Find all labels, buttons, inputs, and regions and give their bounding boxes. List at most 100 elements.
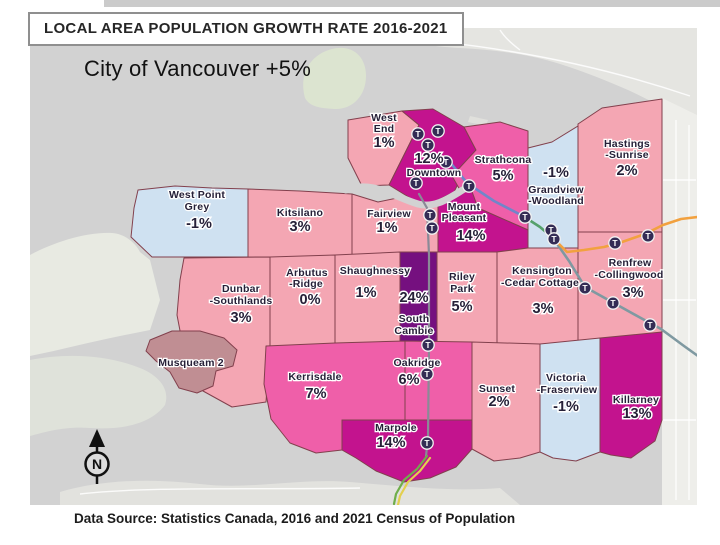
region-label-kerrisdale: 7%: [306, 386, 327, 402]
region-label-west-end: End: [374, 123, 394, 135]
region-label-shaughnessy: Shaughnessy: [340, 265, 410, 277]
region-label-dunbar-southlands: -Southlands: [210, 295, 273, 307]
svg-text:T: T: [415, 129, 421, 139]
transit-station-icon: T: [578, 281, 592, 295]
svg-text:T: T: [610, 298, 616, 308]
svg-text:T: T: [413, 178, 419, 188]
region-label-marpole: Marpole: [375, 422, 417, 434]
ubc-land: [30, 232, 160, 356]
region-label-west-point-grey: West Point: [169, 189, 225, 201]
svg-text:T: T: [612, 238, 618, 248]
region-label-south-cambie: 24%: [399, 290, 428, 306]
region-label-strathcona: Strathcona: [475, 154, 532, 166]
region-label-grandview-woodland: -1%: [543, 165, 569, 181]
svg-text:T: T: [424, 369, 430, 379]
region-label-shaughnessy: 1%: [356, 285, 377, 301]
svg-text:T: T: [548, 225, 554, 235]
region-label-kerrisdale: Kerrisdale: [288, 371, 341, 383]
page-top-edge: [104, 0, 720, 7]
transit-station-icon: T: [606, 296, 620, 310]
transit-station-icon: T: [420, 367, 434, 381]
svg-text:T: T: [551, 234, 557, 244]
svg-text:T: T: [427, 210, 433, 220]
region-label-marpole: 14%: [376, 435, 405, 451]
transit-station-icon: T: [421, 338, 435, 352]
north-arrow-label: N: [92, 456, 102, 472]
region-label-kensington-cedar-cottage: Kensington: [512, 265, 572, 277]
region-label-fairview: Fairview: [367, 208, 411, 220]
region-label-renfrew-collingwood: -Collingwood: [595, 269, 664, 281]
svg-text:T: T: [645, 231, 651, 241]
transit-line-millennium-orange: [551, 215, 700, 254]
harbour-pier: [468, 116, 488, 126]
transit-line-canada-line-south-green: [392, 454, 429, 506]
region-label-kitsilano: Kitsilano: [277, 207, 323, 219]
region-label-downtown: Downtown: [407, 167, 462, 179]
region-label-killarney: 13%: [622, 406, 651, 422]
transit-station-icon: T: [420, 436, 434, 450]
southwest-flats: [30, 355, 167, 436]
region-label-arbutus-ridge: Arbutus: [286, 267, 328, 279]
region-label-riley-park: 5%: [452, 299, 473, 315]
region-label-west-point-grey: -1%: [186, 216, 212, 232]
svg-text:T: T: [425, 340, 431, 350]
north-arrow: N: [84, 429, 110, 484]
region-label-west-end: West: [371, 112, 397, 124]
region-label-dunbar-southlands: Dunbar: [222, 283, 260, 295]
region-label-renfrew-collingwood: 3%: [623, 285, 644, 301]
svg-text:T: T: [582, 283, 588, 293]
region-label-killarney: Killarney: [613, 394, 659, 406]
region-label-mount-pleasant: 14%: [456, 228, 485, 244]
region-kensington-cedar-cottage: [496, 247, 579, 349]
region-label-arbutus-ridge: -Ridge: [289, 278, 323, 290]
transit-line-expo-teal: [551, 236, 700, 358]
svg-text:T: T: [424, 438, 430, 448]
map-title: LOCAL AREA POPULATION GROWTH RATE 2016-2…: [28, 12, 464, 46]
svg-text:T: T: [647, 320, 653, 330]
region-label-riley-park: Park: [450, 283, 474, 295]
region-label-sunset: 2%: [489, 394, 510, 410]
transit-line-canada-line-south-yellow: [396, 456, 432, 507]
region-label-kensington-cedar-cottage: -Cedar Cottage: [501, 277, 579, 289]
svg-text:T: T: [429, 223, 435, 233]
region-label-musqueam: Musqueam 2: [158, 357, 224, 369]
region-label-victoria-fraserview: Victoria: [546, 372, 586, 384]
region-label-kitsilano: 3%: [290, 219, 311, 235]
region-label-renfrew-collingwood: Renfrew: [609, 257, 652, 269]
region-label-victoria-fraserview: -Fraserview: [537, 384, 598, 396]
region-label-oakridge: 6%: [399, 372, 420, 388]
region-label-arbutus-ridge: 0%: [300, 292, 321, 308]
data-source-label: Data Source: Statistics Canada, 2016 and…: [74, 511, 516, 526]
transit-station-icon: T: [411, 127, 425, 141]
region-label-kensington-cedar-cottage: 3%: [533, 301, 554, 317]
north-arrow-circle: [84, 451, 110, 477]
region-label-west-end: 1%: [374, 135, 395, 151]
region-label-south-cambie: Cambie: [394, 325, 433, 337]
region-label-grandview-woodland: -Woodland: [528, 195, 584, 207]
transit-station-icon: T: [421, 138, 435, 152]
region-killarney: [599, 331, 663, 459]
transit-station-icon: T: [641, 229, 655, 243]
false-creek: [342, 183, 470, 209]
region-label-mount-pleasant: Mount: [448, 201, 481, 213]
region-label-victoria-fraserview: -1%: [553, 399, 579, 415]
region-label-hastings-sunrise: 2%: [617, 163, 638, 179]
north-shore-road-2: [499, 29, 521, 51]
region-label-fairview: 1%: [377, 220, 398, 236]
burnaby-land: [662, 98, 697, 505]
region-label-hastings-sunrise: -Sunrise: [605, 149, 649, 161]
richmond-road: [79, 487, 361, 495]
region-label-south-cambie: South: [399, 313, 430, 325]
transit-station-icon: T: [643, 318, 657, 332]
region-labels-layer: West PointGrey-1%Kitsilano3%Fairview1%We…: [157, 111, 665, 453]
transit-line-expo-blue: [447, 159, 525, 218]
svg-text:T: T: [466, 181, 472, 191]
transit-station-icon: T: [547, 232, 561, 246]
region-label-downtown: 12%: [414, 151, 443, 167]
transit-station-icon: T: [439, 155, 453, 169]
transit-station-icon: T: [425, 221, 439, 235]
transit-station-icon: T: [423, 208, 437, 222]
